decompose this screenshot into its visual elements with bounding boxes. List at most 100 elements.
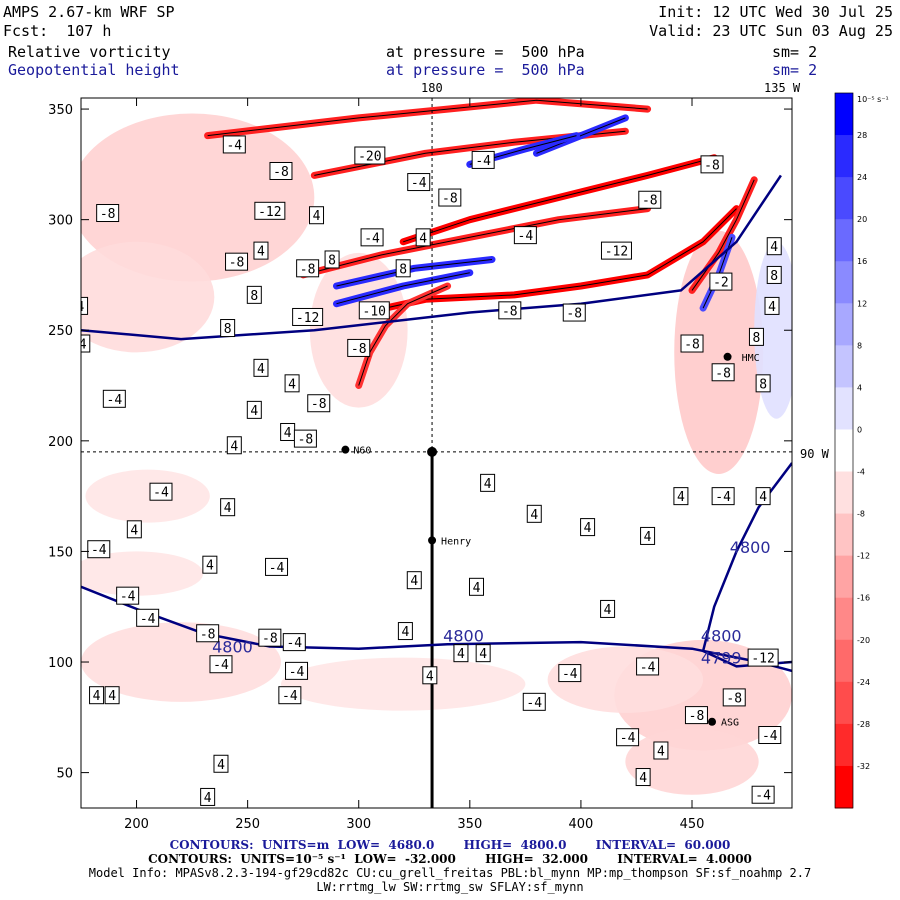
colorbar-tick-label: 8 [857,341,862,350]
vorticity-label: -8 [726,691,742,706]
model-info: Model Info: MPASv8.2.3-194-gf29cd82c CU:… [88,866,812,880]
vorticity-label: 4 [479,647,487,662]
vorticity-label: -8 [300,262,316,277]
vorticity-label-box [307,394,331,413]
vorticity-label: 4 [457,647,465,662]
field2-level: at pressure = 500 hPa [386,61,585,79]
vorticity-label-box [347,338,371,357]
station-marker [428,536,437,545]
vorticity-label-box [246,285,262,304]
vorticity-label: 4 [644,530,652,545]
colorbar-swatch [835,723,853,767]
vorticity-label-box [296,259,320,278]
vorticity-label-box [209,655,233,674]
vorticity-label: -4 [762,729,778,744]
vorticity-label: -8 [298,433,314,448]
vorticity-label: -4 [282,689,298,704]
vorticity-label-box [709,272,733,291]
vorticity-label-box [758,726,782,745]
vorticity-label: -4 [120,590,136,605]
vorticity-label-box [81,296,89,315]
station-marker [708,717,717,726]
colorbar-frame [834,92,854,809]
vorticity-band-contour [403,157,715,243]
colorbar-swatch [835,513,853,557]
vorticity-label-box [422,666,438,685]
vorticity-label: -12 [258,205,281,220]
colorbar-swatch [835,177,853,220]
vorticity-label: -4 [107,393,123,408]
vorticity-label-box [468,577,484,596]
forecast-hour: Fcst: 107 h [3,22,112,40]
vorticity-label-box [453,644,469,663]
vorticity-label: -8 [689,709,705,724]
field1-smoothing: sm= 2 [772,43,818,61]
y-tick-label: 200 [48,435,73,450]
vorticity-label-box [475,644,491,663]
vorticity-label-box [360,228,384,247]
vorticity-label-box [202,555,218,574]
vorticity-label: -10 [363,304,386,319]
colorbar-tick-label: 16 [857,257,867,266]
vorticity-label: -4 [91,543,107,558]
vorticity-label: 4 [257,362,265,377]
vorticity-band-contour [336,259,493,287]
vorticity-patch [81,551,204,596]
vorticity-label: -4 [226,138,242,153]
colorbar-swatch [835,597,853,641]
model-info-physics: LW:rrtmg_lw SW:rrtmg_sw SFLAY:sf_mynn [316,880,584,894]
vorticity-label: -4 [411,176,427,191]
vorticity-label: 4 [484,477,492,492]
field1-level: at pressure = 500 hPa [386,43,585,61]
vorticity-label-box [438,188,462,207]
vorticity-patch [81,113,315,282]
colorbar-tick-label: -4 [857,468,865,477]
height-contour-label: 4800 [730,538,771,557]
lon-label-135w: 135 W [764,81,801,95]
vorticity-label: 8 [399,262,407,277]
colorbar-tick-label: 20 [857,215,867,224]
vorticity-label-box [54,488,76,505]
vorticity-label: 4 [230,439,238,454]
vorticity-label-box [755,374,771,393]
vorticity-label: 4 [288,377,296,392]
lon-label-90w: 90 W [800,447,829,461]
vorticity-label: -8 [200,627,216,642]
vorticity-label: -4 [58,490,74,505]
vorticity-label: 8 [770,269,778,284]
vorticity-label-box [136,608,160,627]
vorticity-patch [81,241,215,353]
colorbar-tick-label: -20 [857,636,870,645]
vorticity-label-box [395,259,411,278]
vorticity-label-box [200,787,216,806]
vorticity-label-box [196,624,220,643]
vorticity-label-box [309,206,325,225]
x-tick-label: 200 [124,817,149,832]
vorticity-label: 4 [604,603,612,618]
colorbar-tick-label: 12 [857,299,867,308]
vorticity-label-box [220,319,236,338]
vorticity-label-box [766,237,782,256]
vorticity-label-box [81,334,91,353]
station-label: ASG [721,718,739,729]
vorticity-label: -4 [518,229,534,244]
vorticity-label-box [226,436,242,455]
field2-name: Geopotential height [8,61,180,79]
vorticity-label-box [213,754,229,773]
y-tick-label: 100 [48,656,73,671]
vorticity-label-box [747,648,779,667]
vorticity-patch [280,657,526,711]
vorticity-label: -4 [69,300,85,315]
height-contour-info: CONTOURS: UNITS=m LOW= 4680.0 HIGH= 4800… [169,838,731,852]
vorticity-label: 4 [93,689,101,704]
plot-frame [80,97,793,809]
station-label: Henry [441,536,471,547]
vorticity-label: 8 [753,331,761,346]
vorticity-label-box [278,686,302,705]
vorticity-patch [81,622,281,702]
vorticity-label-box [116,586,140,605]
vorticity-label: 4 [530,508,538,523]
vorticity-band-contour [207,99,648,137]
vorticity-label-box [764,296,780,315]
